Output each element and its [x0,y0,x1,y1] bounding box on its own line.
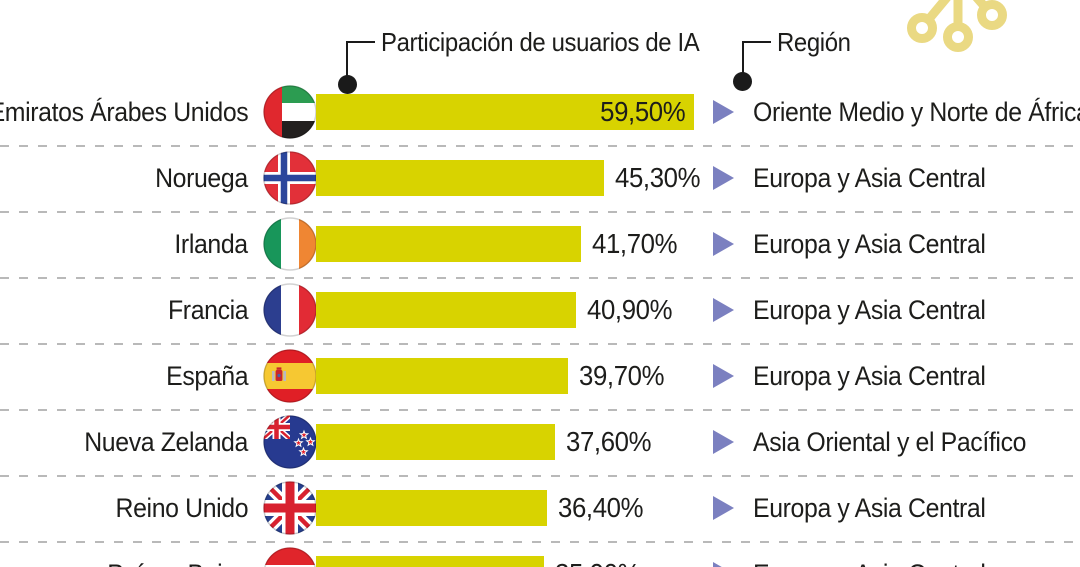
value-label-inside: 59,50% [600,96,687,127]
value-label-outside: 41,70% [592,228,678,259]
table-row: Irlanda 41,70% Europa y Asia Central [0,211,1080,277]
country-label: Países Bajos [107,541,248,567]
callout-dot [733,72,752,91]
value-bar [316,556,544,567]
table-row: España 39,70% Europa y Asia Central [0,343,1080,409]
region-label: Oriente Medio y Norte de África [753,97,1080,127]
callout-line [742,41,771,44]
gb-flag-icon [263,481,317,535]
table-row: Países Bajos 35,90% Europa y Asia Centra… [0,541,1080,567]
dashed-separator [0,541,1080,543]
region-arrow-icon [713,166,734,190]
region-arrow-icon [713,298,734,322]
region-label: Europa y Asia Central [753,295,986,325]
dashed-separator [0,343,1080,345]
value-bar: 59,50% [316,94,694,130]
table-row: Reino Unido 36,40% Europa y Asia Central [0,475,1080,541]
region-arrow-icon [713,100,734,124]
callout-line [742,41,745,74]
dashed-separator [0,145,1080,147]
country-label: Reino Unido [115,493,248,523]
value-label-outside: 39,70% [579,360,665,391]
country-label: Emiratos Árabes Unidos [0,97,248,127]
dashed-separator [0,277,1080,279]
country-label: Nueva Zelanda [84,427,248,457]
country-label: Noruega [155,163,248,193]
country-label: Francia [167,295,249,325]
dashed-separator [0,475,1080,477]
region-label: Europa y Asia Central [753,163,986,193]
region-label: Asia Oriental y el Pacífico [753,427,1027,457]
value-bar [316,226,581,262]
fr-flag-icon [263,283,317,337]
ae-flag-icon [263,85,317,139]
table-row: Francia 40,90% Europa y Asia Central [0,277,1080,343]
dashed-separator [0,409,1080,411]
value-label-outside: 40,90% [587,294,673,325]
value-bar [316,160,604,196]
region-arrow-icon [713,562,734,567]
bar-series-label: Participación de usuarios de IA [381,27,700,57]
country-label: Irlanda [174,229,249,259]
value-bar [316,424,555,460]
table-row: Nueva Zelanda 37,60% Asia Oriental y el … [0,409,1080,475]
region-arrow-icon [713,430,734,454]
network-icon [907,0,1007,52]
region-arrow-icon [713,232,734,256]
value-label-outside: 45,30% [615,162,701,193]
country-label: España [165,361,248,391]
region-arrow-icon [713,496,734,520]
value-label-outside: 37,60% [566,426,652,457]
nl-flag-icon [263,547,317,567]
es-flag-icon [263,349,317,403]
region-arrow-icon [713,364,734,388]
value-label-outside: 36,40% [558,492,644,523]
region-label: Europa y Asia Central [753,229,986,259]
callout-line [346,41,375,44]
nz-flag-icon [263,415,317,469]
region-label: Europa y Asia Central [753,493,986,523]
region-label: Europa y Asia Central [753,541,986,567]
region-label: Europa y Asia Central [753,361,986,391]
table-row: Noruega 45,30% Europa y Asia Central [0,145,1080,211]
callout-line [346,41,349,76]
region-header-label: Región [777,27,851,57]
value-label-outside: 35,90% [555,541,641,567]
ie-flag-icon [263,217,317,271]
dashed-separator [0,211,1080,213]
callout-dot [338,75,357,94]
table-row: Emiratos Árabes Unidos 59,50% Oriente Me… [0,79,1080,145]
value-bar [316,358,568,394]
value-bar [316,292,576,328]
value-bar [316,490,547,526]
no-flag-icon [263,151,317,205]
